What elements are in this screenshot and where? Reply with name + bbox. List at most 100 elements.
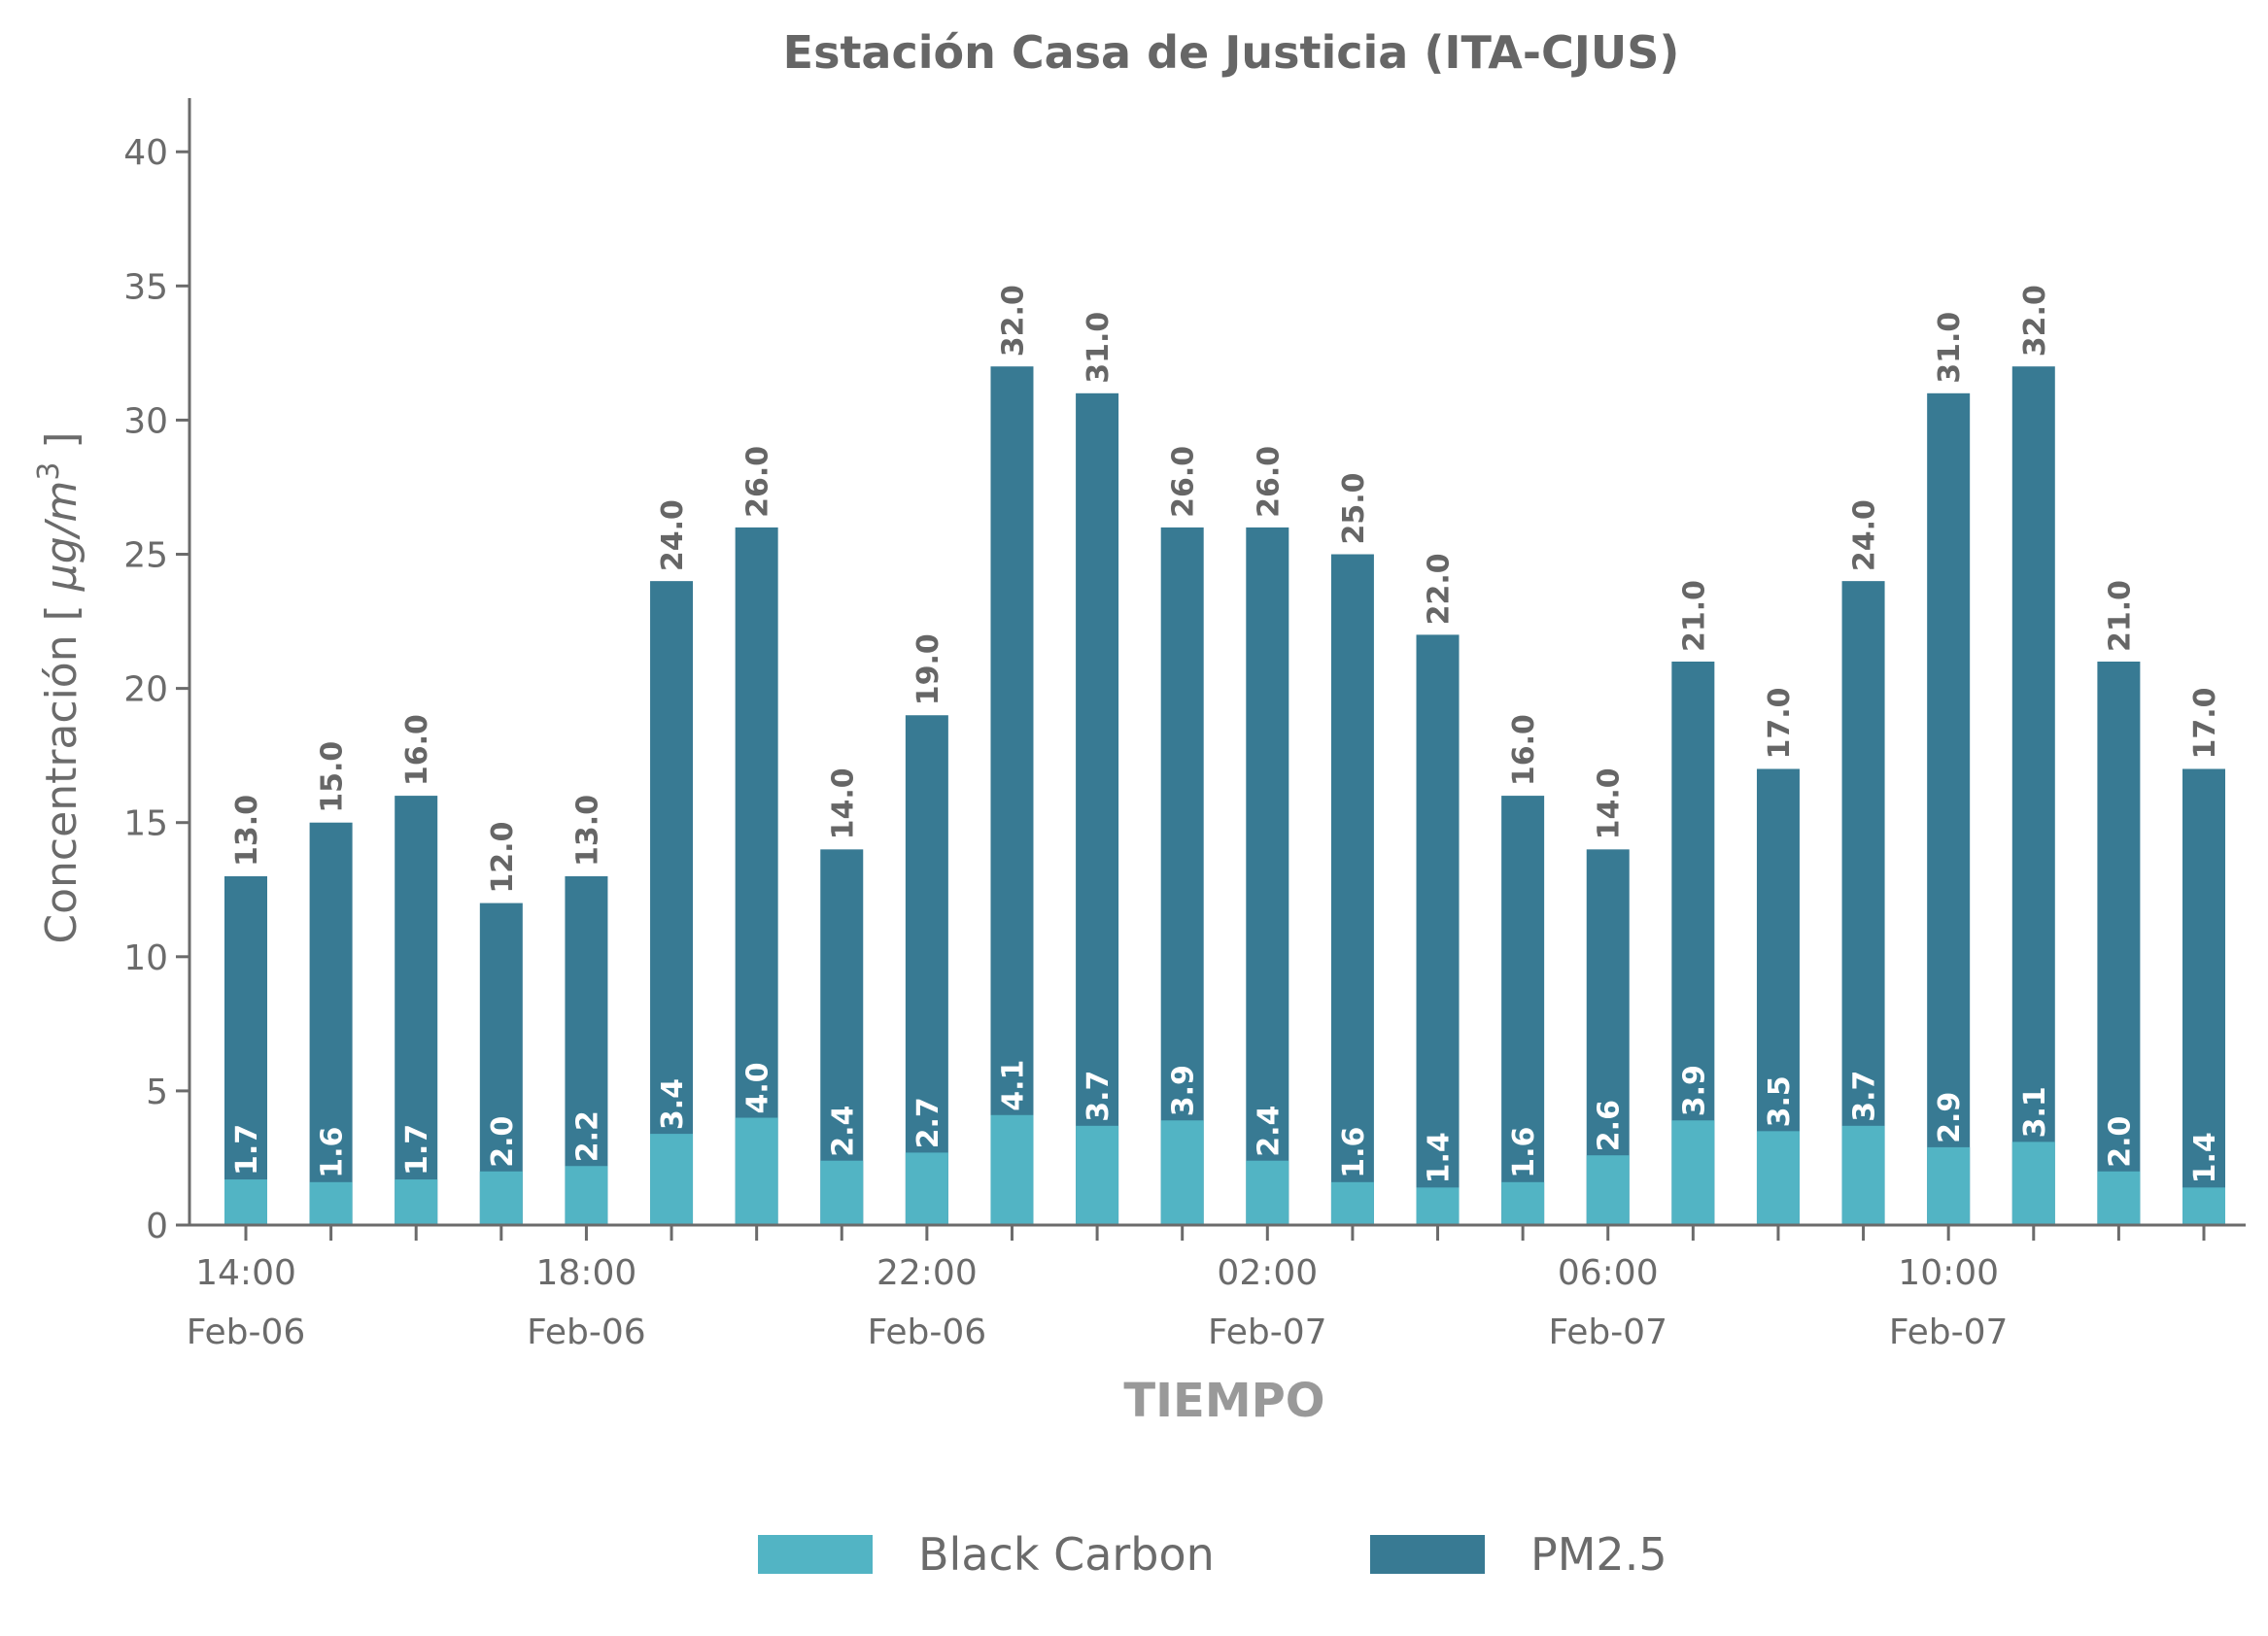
- bar-pm25: [309, 822, 353, 1225]
- data-label-pm25: 31.0: [1082, 312, 1116, 384]
- data-label-pm25: 21.0: [1677, 580, 1711, 652]
- data-label-black-carbon: 1.6: [316, 1127, 350, 1178]
- x-tick-label-time: 22:00: [876, 1253, 978, 1293]
- bar-pm25: [224, 875, 267, 1225]
- data-label-pm25: 32.0: [996, 285, 1030, 357]
- data-label-pm25: 25.0: [1337, 472, 1371, 544]
- data-label-black-carbon: 2.0: [486, 1116, 520, 1168]
- bar-pm25: [2182, 768, 2225, 1225]
- bar-black-carbon: [2011, 1142, 2055, 1225]
- data-label-black-carbon: 3.4: [656, 1078, 690, 1130]
- bar-black-carbon: [1586, 1155, 1630, 1225]
- legend-label-black-carbon: Black Carbon: [918, 1528, 1215, 1581]
- data-label-pm25: 13.0: [230, 795, 264, 867]
- bar-black-carbon: [2097, 1171, 2141, 1225]
- data-label-black-carbon: 1.6: [1507, 1127, 1541, 1178]
- x-tick-label-date: Feb-07: [1208, 1312, 1327, 1352]
- bar-black-carbon: [905, 1152, 948, 1225]
- x-tick-label-time: 18:00: [536, 1253, 637, 1293]
- axes-group: 14:00 Feb-06 18:00 Feb-06 22:00 Feb-06 02:00 Fe…: [123, 98, 2246, 1352]
- bar-pm25: [2097, 662, 2141, 1225]
- data-label-pm25: 24.0: [656, 499, 690, 571]
- x-tick-label-date: Feb-06: [527, 1312, 646, 1352]
- y-tick-label: 40: [123, 133, 168, 173]
- legend-swatch-black-carbon: [758, 1535, 873, 1574]
- data-label-black-carbon: 1.6: [1337, 1127, 1371, 1178]
- bar-pm25: [1330, 554, 1374, 1225]
- data-label-black-carbon: 1.7: [400, 1124, 434, 1176]
- data-label-black-carbon: 3.7: [1848, 1071, 1882, 1122]
- y-tick-label: 35: [123, 267, 168, 307]
- bar-black-carbon: [565, 1166, 608, 1225]
- data-label-pm25: 12.0: [486, 822, 520, 894]
- y-axis-label-text: Concentración [: [37, 591, 86, 943]
- y-tick-label: 0: [146, 1207, 168, 1246]
- chart-title: Estación Casa de Justicia (ITA-CJUS): [783, 26, 1680, 79]
- bar-black-carbon: [820, 1160, 864, 1225]
- y-tick-label: 5: [146, 1073, 168, 1112]
- legend: Black Carbon PM2.5: [758, 1528, 1667, 1581]
- bar-pm25: [905, 715, 948, 1225]
- data-label-black-carbon: 2.2: [570, 1110, 604, 1162]
- data-label-black-carbon: 1.4: [1423, 1132, 1457, 1183]
- data-label-black-carbon: 2.9: [1933, 1092, 1967, 1143]
- y-tick-label: 30: [123, 401, 168, 441]
- data-label-black-carbon: 2.4: [826, 1106, 860, 1157]
- x-tick-label-date: Feb-07: [1548, 1312, 1667, 1352]
- y-axis-label-close: ]: [37, 431, 86, 461]
- bar-pm25: [2011, 366, 2055, 1225]
- x-tick-label-time: 02:00: [1217, 1253, 1318, 1293]
- data-label-pm25: 31.0: [1933, 312, 1967, 384]
- data-label-pm25: 13.0: [570, 795, 604, 867]
- data-label-pm25: 16.0: [400, 714, 434, 786]
- x-tick-label-time: 06:00: [1558, 1253, 1659, 1293]
- y-tick-label: 10: [123, 938, 168, 978]
- y-tick-label: 25: [123, 536, 168, 576]
- bar-black-carbon: [735, 1117, 778, 1225]
- data-label-black-carbon: 2.7: [911, 1097, 945, 1148]
- bar-black-carbon: [1076, 1125, 1119, 1225]
- bar-black-carbon: [1330, 1181, 1374, 1225]
- data-label-black-carbon: 3.1: [2018, 1086, 2052, 1138]
- bar-black-carbon: [1160, 1120, 1204, 1225]
- data-label-pm25: 15.0: [316, 741, 350, 813]
- bar-pm25: [1076, 392, 1119, 1225]
- bar-pm25: [1246, 527, 1289, 1225]
- y-tick-label: 20: [123, 670, 168, 710]
- data-label-black-carbon: 3.9: [1677, 1065, 1711, 1116]
- data-label-pm25: 32.0: [2018, 285, 2052, 357]
- data-label-black-carbon: 2.0: [2103, 1116, 2137, 1168]
- x-tick-label-time: 14:00: [195, 1253, 296, 1293]
- bar-black-carbon: [990, 1114, 1034, 1225]
- y-tick-label: 15: [123, 804, 168, 844]
- data-label-black-carbon: 3.5: [1763, 1075, 1797, 1127]
- x-axis-label: TIEMPO: [1123, 1374, 1324, 1428]
- y-axis-label: Concentración [ μg/m3 ]: [32, 431, 86, 943]
- legend-label-pm25: PM2.5: [1530, 1528, 1667, 1581]
- y-axis-label-unit: μg/m: [37, 481, 86, 593]
- data-label-pm25: 22.0: [1423, 553, 1457, 625]
- data-label-black-carbon: 1.7: [230, 1124, 264, 1176]
- data-label-pm25: 14.0: [826, 767, 860, 839]
- bars-group: 13.0 1.7 15.0 1.6 16.0 1.7 12.0 2.0 13.0 2.2 24.0 3…: [224, 285, 2225, 1225]
- data-label-black-carbon: 3.7: [1082, 1071, 1116, 1122]
- data-label-black-carbon: 1.4: [2188, 1132, 2222, 1183]
- x-tick-label-date: Feb-06: [187, 1312, 306, 1352]
- bar-pm25: [1841, 581, 1885, 1225]
- bar-black-carbon: [1501, 1181, 1545, 1225]
- data-label-pm25: 24.0: [1848, 499, 1882, 571]
- data-label-pm25: 21.0: [2103, 580, 2137, 652]
- data-label-black-carbon: 4.1: [996, 1060, 1030, 1111]
- bar-black-carbon: [309, 1181, 353, 1225]
- legend-swatch-pm25: [1370, 1535, 1485, 1574]
- bar-black-carbon: [1927, 1146, 1971, 1225]
- bar-pm25: [1927, 392, 1971, 1225]
- bar-black-carbon: [650, 1134, 694, 1225]
- bar-pm25: [650, 581, 694, 1225]
- bar-black-carbon: [395, 1179, 438, 1225]
- data-label-black-carbon: 4.0: [741, 1062, 775, 1113]
- data-label-black-carbon: 2.4: [1252, 1106, 1286, 1157]
- bar-black-carbon: [479, 1171, 523, 1225]
- x-tick-label-time: 10:00: [1898, 1253, 1999, 1293]
